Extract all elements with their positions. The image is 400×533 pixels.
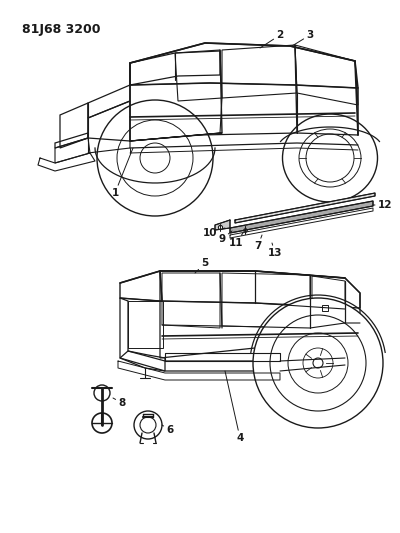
Text: 81J68 3200: 81J68 3200 — [22, 23, 100, 36]
Text: 1: 1 — [111, 148, 133, 198]
Circle shape — [313, 358, 323, 368]
Text: 13: 13 — [268, 243, 282, 258]
Circle shape — [288, 333, 348, 393]
Circle shape — [134, 411, 162, 439]
Text: 8: 8 — [113, 398, 126, 408]
Circle shape — [94, 385, 110, 401]
Circle shape — [303, 348, 333, 378]
Text: 9: 9 — [218, 231, 232, 244]
Text: 12: 12 — [373, 200, 392, 210]
Polygon shape — [215, 220, 230, 230]
Text: 6: 6 — [162, 425, 174, 435]
Text: 3: 3 — [292, 30, 314, 46]
Text: 4: 4 — [225, 371, 244, 443]
Circle shape — [270, 315, 366, 411]
Circle shape — [253, 298, 383, 428]
Ellipse shape — [299, 129, 361, 187]
Circle shape — [306, 134, 354, 182]
Text: 7: 7 — [254, 235, 262, 251]
Circle shape — [140, 417, 156, 433]
Text: 10: 10 — [203, 228, 225, 238]
Polygon shape — [230, 201, 373, 233]
Text: 11: 11 — [229, 233, 243, 248]
Text: 2: 2 — [260, 30, 284, 48]
Text: 5: 5 — [195, 258, 209, 273]
Polygon shape — [235, 193, 375, 223]
Ellipse shape — [282, 114, 378, 202]
Circle shape — [92, 413, 112, 433]
